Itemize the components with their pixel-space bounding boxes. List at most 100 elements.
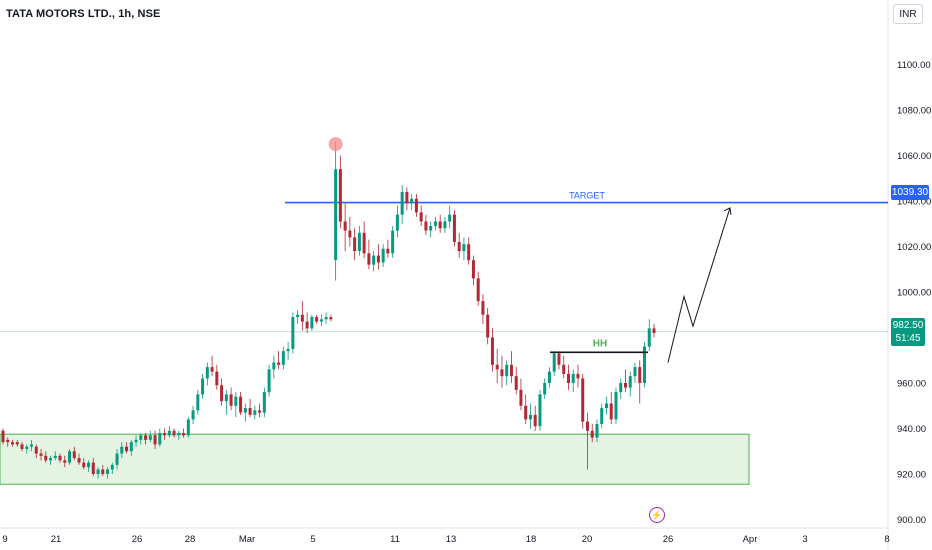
candle-body: [590, 430, 594, 438]
candle-body: [291, 317, 295, 349]
candle-body: [177, 433, 181, 436]
candle-body: [172, 430, 176, 436]
currency-button[interactable]: INR: [893, 4, 923, 24]
y-tick-label: 1040.00: [897, 197, 931, 208]
candle-body: [471, 260, 475, 279]
candle-body: [595, 423, 599, 438]
x-tick-label: 18: [526, 534, 537, 545]
candle-body: [633, 367, 637, 377]
candle-body: [6, 439, 10, 443]
candle-body: [433, 221, 437, 227]
candle-body: [205, 367, 209, 379]
candle-body: [391, 230, 395, 254]
candle-body: [405, 191, 409, 204]
x-tick-label: 11: [390, 534, 400, 545]
candle-body: [167, 430, 171, 436]
candle-body: [281, 351, 285, 365]
candle-body: [343, 221, 347, 231]
candle-body: [20, 444, 24, 449]
candle-body: [305, 321, 309, 329]
candle-body: [495, 364, 499, 370]
hh-label: HH: [593, 338, 607, 349]
candle-body: [239, 396, 243, 413]
candle-body: [448, 214, 452, 222]
target-price-tag: 1039.30: [891, 185, 929, 200]
candle-body: [481, 301, 485, 315]
candle-body: [338, 169, 342, 222]
x-tick-label: Apr: [743, 534, 758, 545]
candle-body: [576, 373, 580, 379]
candle-body: [30, 444, 34, 447]
lightning-event-icon[interactable]: ⚡: [649, 507, 665, 523]
candle-body: [566, 373, 570, 383]
candle-body: [357, 232, 361, 252]
demand-zone: [0, 433, 750, 485]
target-label: TARGET: [569, 191, 605, 201]
candle-body: [53, 455, 57, 459]
candle-body: [300, 314, 304, 322]
candle-body: [186, 419, 190, 436]
candle-body: [1, 430, 5, 443]
candle-body: [600, 408, 604, 424]
candle-body: [509, 364, 513, 377]
y-tick-label: 900.00: [897, 515, 926, 526]
candle-body: [367, 253, 371, 265]
candle-body: [210, 367, 214, 372]
candle-body: [224, 394, 228, 402]
candle-body: [429, 226, 433, 231]
candle-body: [329, 317, 333, 320]
candle-body: [319, 319, 323, 322]
x-tick-label: 3: [802, 534, 807, 545]
candle-body: [191, 410, 195, 420]
candle-body: [58, 455, 62, 461]
candle-body: [220, 385, 224, 402]
current-price: 982.50: [892, 320, 924, 331]
candle-body: [395, 214, 399, 231]
candle-body: [538, 394, 542, 427]
candle-body: [528, 414, 532, 420]
candle-body: [581, 378, 585, 422]
candle-body: [125, 446, 129, 452]
candle-body: [77, 458, 81, 463]
candle-body: [443, 221, 447, 229]
candle-body: [500, 369, 504, 377]
candle-body: [148, 435, 152, 440]
candle-body: [424, 221, 428, 231]
candle-body: [229, 394, 233, 406]
candle-body: [400, 191, 404, 215]
candle-body: [490, 337, 494, 365]
candle-body: [72, 451, 76, 459]
candle-body: [457, 241, 461, 252]
y-tick-label: 1080.00: [897, 106, 931, 117]
y-tick-label: 960.00: [897, 379, 926, 390]
candle-body: [505, 364, 509, 377]
candle-body: [452, 214, 456, 242]
candle-body: [604, 403, 608, 409]
candle-body: [129, 442, 133, 452]
candle-body: [324, 317, 328, 320]
x-tick-label: 20: [582, 534, 593, 545]
candle-body: [623, 383, 627, 388]
candle-body: [15, 442, 19, 445]
candle-body: [106, 469, 110, 474]
candle-body: [543, 383, 547, 395]
candle-body: [376, 255, 380, 263]
candle-body: [101, 469, 105, 474]
candle-body: [310, 317, 314, 329]
candle-body: [215, 371, 219, 386]
candle-body: [248, 408, 252, 415]
candle-body: [438, 221, 442, 229]
peak-marker: [328, 137, 343, 152]
x-tick-label: 13: [446, 534, 457, 545]
candle-body: [234, 396, 238, 406]
candle-body: [153, 435, 157, 445]
candle-body: [419, 212, 423, 222]
projection-path: [667, 207, 731, 363]
y-tick-label: 1000.00: [897, 288, 931, 299]
candle-body: [372, 255, 376, 265]
candle-body: [34, 446, 38, 454]
candle-body: [96, 469, 100, 474]
candle-body: [609, 403, 613, 420]
candle-body: [49, 458, 53, 461]
